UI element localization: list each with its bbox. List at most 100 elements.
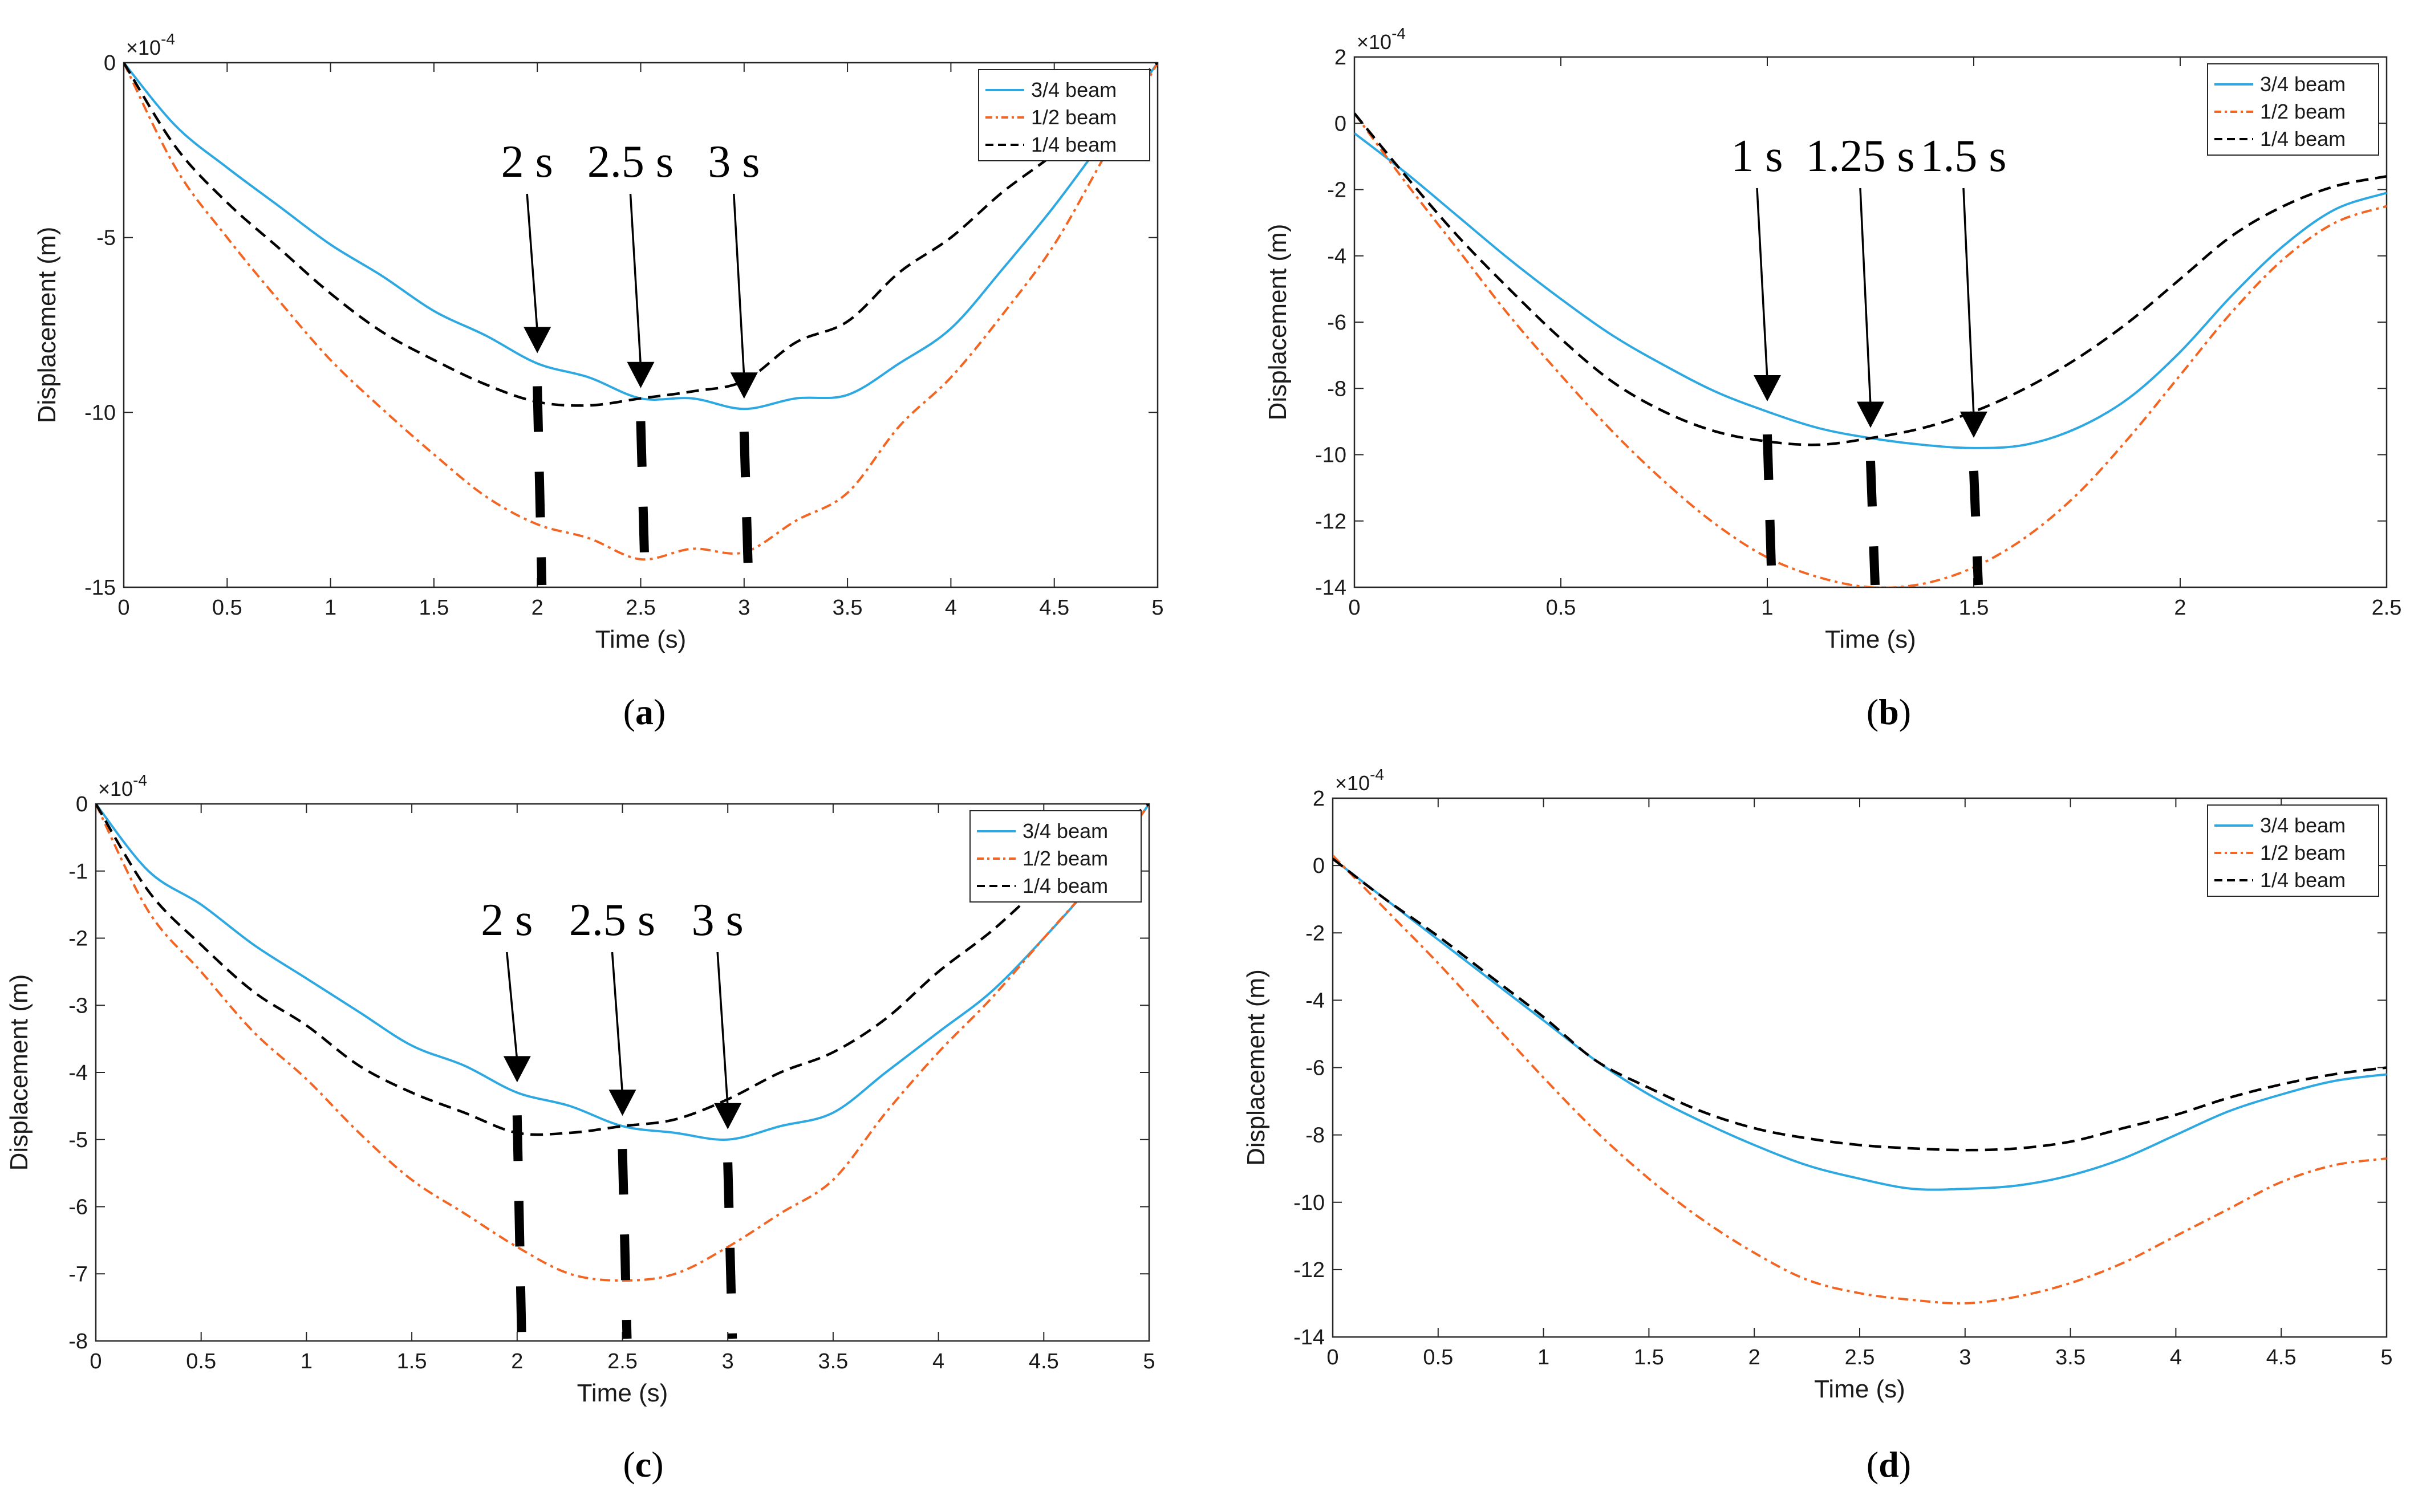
annotation-label: 2.5 s [569, 895, 655, 945]
series-line-1-2-beam [1333, 855, 2387, 1305]
y-exponent-label: ×10-4 [126, 30, 175, 59]
y-exponent-label: ×10-4 [1357, 25, 1406, 54]
x-tick-label: 5 [2380, 1346, 2392, 1369]
y-tick-label: -6 [1305, 1056, 1325, 1080]
y-axis-title: Displacement (m) [1242, 969, 1270, 1166]
x-tick-label: 3.5 [818, 1350, 848, 1373]
legend-label: 3/4 beam [2260, 72, 2346, 96]
panel-letter: a [635, 692, 654, 732]
annotation-arrow-head [608, 1090, 636, 1116]
annotation-arrow-shaft [733, 193, 745, 377]
y-tick-label: -7 [68, 1262, 88, 1286]
y-tick-label: 0 [1334, 112, 1346, 136]
x-tick-label: 0.5 [186, 1350, 216, 1373]
y-exponent-label: ×10-4 [1335, 766, 1384, 795]
annotation-arrow-head [524, 327, 551, 353]
panel-letter: c [635, 1444, 651, 1485]
x-tick-label: 4 [932, 1350, 944, 1373]
annotation-marker [512, 1115, 526, 1339]
panel-letter: d [1878, 1444, 1899, 1485]
x-tick-label: 2.5 [1845, 1346, 1875, 1369]
legend-label: 1/4 beam [1023, 874, 1108, 897]
annotation-arrow-head [1960, 411, 1987, 438]
y-tick-label: -4 [68, 1061, 88, 1085]
x-tick-label: 2.5 [607, 1350, 638, 1373]
legend-label: 3/4 beam [1023, 819, 1108, 843]
x-tick-label: 4 [945, 596, 957, 620]
panel-label: (d) [1867, 1444, 1911, 1485]
x-tick-label: 0.5 [212, 596, 242, 620]
y-tick-label: -5 [96, 226, 116, 250]
annotation-label: 2 s [501, 137, 553, 187]
annotation-arrow-head [714, 1103, 742, 1129]
legend: 3/4 beam 1/2 beam 1/4 beam [969, 810, 1142, 903]
y-tick-label: 0 [104, 51, 116, 75]
legend-box [2207, 63, 2379, 156]
annotation-arrow-head [1857, 401, 1884, 428]
annotation-marker [723, 1162, 737, 1339]
annotation-label: 2.5 s [587, 137, 673, 187]
annotation-arrow-shaft [1756, 188, 1768, 380]
y-tick-label: 0 [1313, 854, 1325, 878]
legend-label: 1/2 beam [1023, 847, 1108, 870]
x-tick-label: 2 [1748, 1346, 1760, 1369]
x-tick-label: 2.5 [626, 596, 656, 620]
x-tick-label: 4.5 [1039, 596, 1069, 620]
x-tick-label: 2 [511, 1350, 523, 1373]
panel-b: 0 0.5 1 1.5 2 2.5 2 0 -2 -4 -6 -8 -10 -12 -14 ×10-4 Time… [1264, 25, 2401, 732]
annotation-marker [533, 386, 547, 586]
annotation-marker [1763, 434, 1776, 586]
annotation-label: 3 s [708, 137, 760, 187]
y-tick-label: -3 [68, 994, 88, 1018]
x-tick-label: 0.5 [1423, 1346, 1453, 1369]
y-tick-label: -12 [1315, 510, 1346, 534]
annotation-arrow-shaft [611, 952, 624, 1095]
legend-label: 1/4 beam [2260, 868, 2346, 892]
legend-label: 1/2 beam [2260, 100, 2346, 123]
x-tick-label: 0 [117, 596, 129, 620]
annotation-arrow-head [730, 372, 758, 399]
annotation-label: 2 s [481, 895, 533, 945]
x-tick-label: 3 [1959, 1346, 1971, 1369]
annotation-marker [618, 1149, 632, 1339]
legend-box [978, 69, 1150, 161]
y-tick-label: -8 [68, 1330, 88, 1354]
y-tick-label: -10 [84, 401, 116, 425]
y-tick-label: -14 [1315, 576, 1346, 600]
x-axis-title: Time (s) [1825, 625, 1916, 653]
y-tick-label: -10 [1315, 444, 1346, 468]
x-tick-label: 3 [722, 1350, 734, 1373]
y-tick-label: -2 [1305, 921, 1325, 945]
x-tick-label: 2.5 [2372, 596, 2402, 620]
y-tick-label: 2 [1313, 787, 1325, 811]
x-tick-label: 4 [2170, 1346, 2182, 1369]
x-tick-label: 0 [1348, 596, 1360, 620]
y-tick-label: 0 [76, 792, 88, 816]
series-line-1-4-beam [1354, 112, 2387, 446]
y-tick-label: -4 [1305, 989, 1325, 1013]
y-tick-label: -8 [1327, 377, 1346, 401]
legend-label: 1/2 beam [1031, 105, 1117, 129]
y-tick-label: -8 [1305, 1124, 1325, 1148]
panel-a: 0 0.5 1 1.5 2 2.5 3 3.5 4 4.5 5 0 -5 -10 -15 ×10-4 Time … [33, 30, 1164, 732]
x-tick-label: 3 [738, 596, 750, 620]
annotation-label: 1.25 s [1806, 131, 1914, 181]
panels: 0 0.5 1 1.5 2 2.5 3 3.5 4 4.5 50-5-10-15×10-4Time … [5, 25, 2401, 1485]
legend-label: 3/4 beam [2260, 814, 2346, 837]
y-tick-label: -6 [68, 1196, 88, 1220]
annotation-marker [1866, 461, 1880, 586]
y-tick-label: -1 [68, 860, 88, 884]
annotation-label: 1.5 s [1920, 131, 2006, 181]
legend-label: 1/4 beam [1031, 133, 1117, 156]
x-tick-label: 3.5 [833, 596, 863, 620]
y-exponent-label: ×10-4 [98, 771, 147, 800]
legend: 3/4 beam 1/2 beam 1/4 beam [978, 69, 1150, 161]
y-tick-label: -6 [1327, 311, 1346, 335]
y-tick-label: -15 [84, 576, 116, 600]
x-tick-label: 1.5 [1634, 1346, 1664, 1369]
panel-label: (b) [1867, 692, 1911, 732]
legend: 3/4 beam 1/2 beam 1/4 beam [2207, 63, 2379, 156]
x-tick-label: 4.5 [1029, 1350, 1059, 1373]
annotation-arrow-head [503, 1056, 531, 1083]
